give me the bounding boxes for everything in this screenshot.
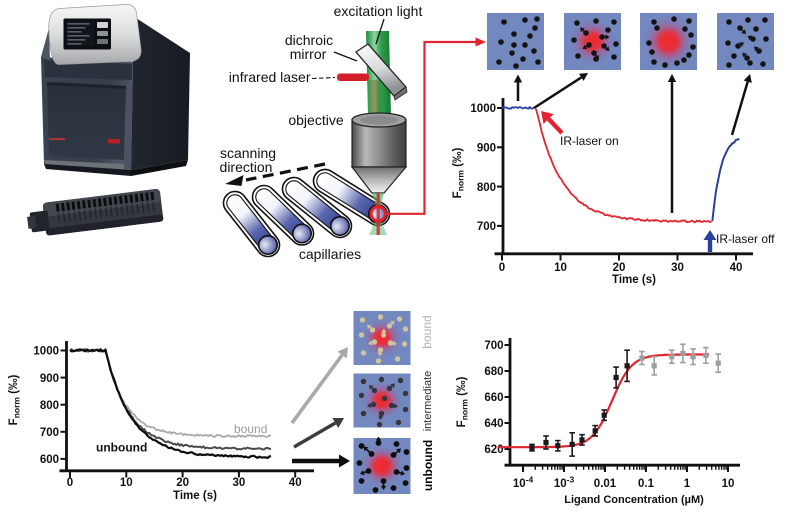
svg-text:30: 30	[671, 262, 684, 274]
svg-text:IR-laser on: IR-laser on	[560, 134, 619, 148]
svg-text:0.01: 0.01	[594, 478, 617, 490]
svg-text:Time (s): Time (s)	[612, 274, 656, 286]
svg-text:600: 600	[40, 454, 59, 466]
svg-text:Ligand Concentration (µM): Ligand Concentration (µM)	[564, 494, 704, 506]
svg-text:900: 900	[477, 143, 496, 155]
svg-text:bound: bound	[234, 422, 267, 436]
svg-text:scanning: scanning	[220, 145, 276, 161]
svg-text:10-4: 10-4	[513, 475, 534, 491]
svg-text:10: 10	[722, 478, 735, 490]
svg-text:mirror: mirror	[290, 46, 327, 62]
svg-text:10: 10	[554, 262, 567, 274]
svg-text:1000: 1000	[470, 103, 496, 115]
svg-text:capillaries: capillaries	[299, 246, 361, 262]
svg-text:660: 660	[484, 392, 503, 404]
svg-text:Fnorm (‰): Fnorm (‰)	[452, 148, 466, 199]
svg-text:700: 700	[484, 340, 503, 352]
svg-text:620: 620	[484, 444, 503, 456]
svg-text:unbound: unbound	[96, 441, 147, 455]
svg-text:excitation light: excitation light	[334, 3, 423, 19]
svg-text:objective: objective	[288, 112, 343, 128]
svg-text:700: 700	[477, 221, 496, 233]
svg-text:1000: 1000	[33, 346, 59, 358]
svg-text:Fnorm (‰): Fnorm (‰)	[8, 375, 22, 426]
svg-text:10-3: 10-3	[554, 475, 575, 491]
svg-text:infrared laser: infrared laser	[229, 69, 311, 85]
svg-text:direction: direction	[220, 159, 273, 175]
svg-text:800: 800	[40, 400, 59, 412]
svg-text:40: 40	[730, 262, 743, 274]
svg-text:20: 20	[176, 477, 189, 489]
svg-text:640: 640	[484, 418, 503, 430]
svg-text:Fnorm (‰): Fnorm (‰)	[456, 377, 470, 428]
svg-text:IR-laser off: IR-laser off	[716, 232, 775, 246]
svg-text:Time (s): Time (s)	[173, 490, 217, 502]
svg-text:680: 680	[484, 366, 503, 378]
svg-text:unbound: unbound	[421, 440, 435, 491]
svg-text:40: 40	[289, 477, 302, 489]
svg-text:0: 0	[499, 262, 505, 274]
svg-text:900: 900	[40, 373, 59, 385]
svg-text:10: 10	[120, 477, 133, 489]
svg-text:1: 1	[684, 478, 691, 490]
svg-text:0: 0	[67, 477, 73, 489]
svg-text:0.1: 0.1	[638, 478, 655, 490]
svg-text:20: 20	[613, 262, 626, 274]
svg-text:intermediate: intermediate	[422, 371, 434, 432]
svg-text:800: 800	[477, 182, 496, 194]
svg-text:bound: bound	[420, 315, 434, 348]
svg-text:700: 700	[40, 427, 59, 439]
svg-text:dichroic: dichroic	[285, 32, 333, 48]
svg-text:30: 30	[233, 477, 246, 489]
